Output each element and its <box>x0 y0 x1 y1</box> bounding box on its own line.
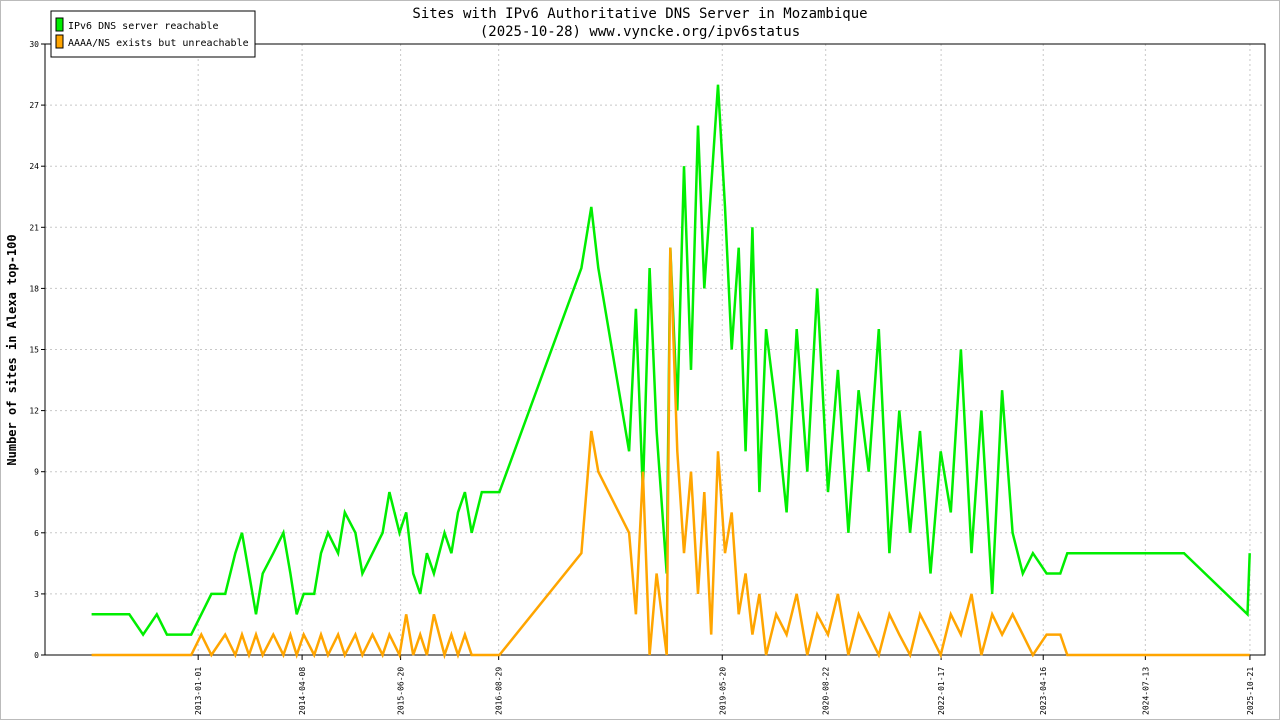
y-tick-label: 6 <box>34 529 39 538</box>
y-axis-label: Number of sites in Alexa top-100 <box>5 234 19 465</box>
x-tick-label: 2024-07-13 <box>1141 667 1150 715</box>
y-tick-label: 21 <box>29 223 39 232</box>
legend-label: AAAA/NS exists but unreachable <box>68 38 249 49</box>
x-tick-label: 2025-10-21 <box>1246 667 1255 715</box>
x-tick-label: 2015-06-20 <box>397 667 406 715</box>
x-tick-label: 2016-08-29 <box>495 667 504 715</box>
chart-title: Sites with IPv6 Authoritative DNS Server… <box>412 6 867 22</box>
x-tick-label: 2022-01-17 <box>937 667 946 715</box>
y-tick-label: 12 <box>29 407 39 416</box>
legend-swatch <box>55 34 64 49</box>
series-line <box>91 84 1251 637</box>
series-line <box>91 247 1250 660</box>
legend-label: IPv6 DNS server reachable <box>68 21 219 32</box>
y-tick-label: 27 <box>29 101 39 110</box>
legend-box <box>50 10 256 58</box>
y-tick-label: 30 <box>29 40 39 49</box>
x-tick-label: 2023-04-16 <box>1039 667 1048 715</box>
plot-border <box>44 43 1266 656</box>
x-tick-label: 2013-01-01 <box>194 667 203 715</box>
y-tick-label: 24 <box>29 162 39 171</box>
x-tick-label: 2020-08-22 <box>822 667 831 715</box>
chart-subtitle: (2025-10-28) www.vyncke.org/ipv6status <box>480 24 800 40</box>
y-tick-label: 0 <box>34 651 39 660</box>
y-tick-label: 9 <box>34 468 39 477</box>
legend-swatch <box>55 17 64 32</box>
y-tick-label: 3 <box>34 590 39 599</box>
y-tick-label: 18 <box>29 284 39 293</box>
x-tick-label: 2014-04-08 <box>298 667 307 715</box>
x-tick-label: 2019-05-20 <box>718 667 727 715</box>
y-tick-label: 15 <box>29 346 39 355</box>
